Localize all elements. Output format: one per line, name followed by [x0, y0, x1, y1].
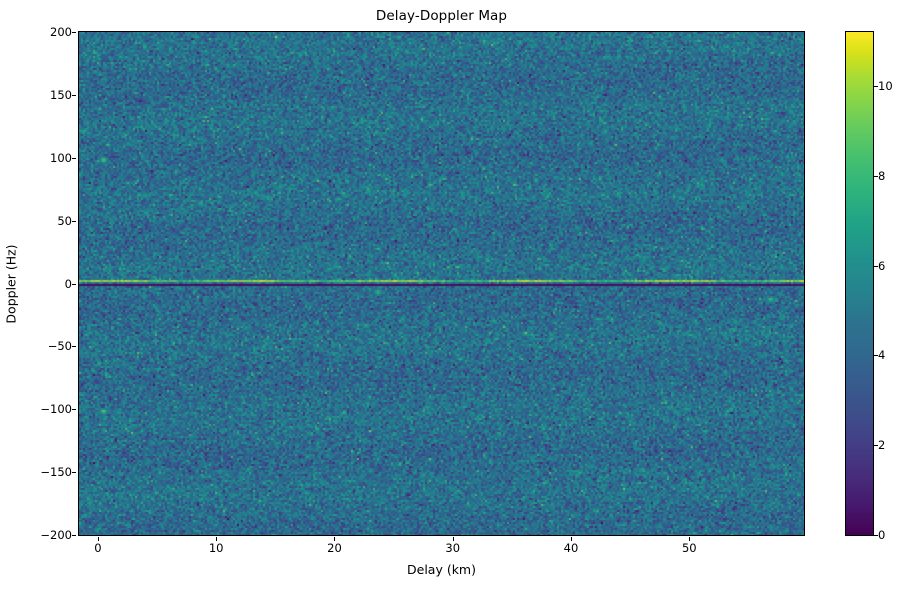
- colorbar-tick-label: 4: [878, 348, 886, 363]
- x-tick-label: 10: [208, 541, 224, 555]
- heatmap-axes: [78, 31, 805, 536]
- y-axis-label: Doppler (Hz): [0, 31, 22, 536]
- y-tick-label: 100: [50, 150, 72, 165]
- x-axis-label: Delay (km): [407, 562, 476, 577]
- x-tick-mark: [334, 537, 336, 541]
- y-tick-label: 150: [50, 87, 72, 102]
- y-tick-mark: [72, 535, 76, 536]
- y-tick-label: −50: [47, 339, 72, 354]
- colorbar-tick-mark: [874, 265, 878, 267]
- y-tick-mark: [72, 220, 76, 222]
- y-tick-mark: [72, 346, 76, 348]
- x-axis-ticks: 0 10 20 30 40 50: [78, 537, 805, 557]
- colorbar-tick-mark: [874, 445, 878, 447]
- y-tick-mark: [72, 32, 76, 33]
- colorbar-tick-label: 2: [878, 438, 886, 453]
- colorbar: [845, 31, 874, 536]
- colorbar-tick-label: 8: [878, 168, 886, 183]
- y-tick-label: 0: [64, 276, 72, 291]
- y-tick-label: 50: [57, 213, 72, 228]
- colorbar-tick-label: 6: [878, 258, 886, 273]
- x-tick-label: 40: [563, 541, 579, 555]
- x-tick-label: 30: [445, 541, 461, 555]
- colorbar-tick-label: 10: [878, 78, 893, 93]
- y-tick-mark: [72, 94, 76, 96]
- colorbar-ticks: 0 2 4 6 8 10: [845, 31, 907, 542]
- y-tick-label: −150: [40, 465, 72, 480]
- y-tick-mark: [72, 409, 76, 411]
- x-tick-mark: [216, 537, 218, 541]
- chart-title: Delay-Doppler Map: [375, 8, 508, 24]
- colorbar-tick-label: 0: [878, 528, 886, 542]
- x-tick-mark: [97, 537, 99, 541]
- x-tick-mark: [452, 537, 454, 541]
- colorbar-tick-mark: [874, 175, 878, 177]
- x-tick-mark: [689, 537, 691, 541]
- y-tick-label: 200: [50, 25, 72, 39]
- y-axis-ticks: −200 −150 −100 −50 0 50 100 150 200: [0, 25, 76, 542]
- y-axis-label-text: Doppler (Hz): [3, 243, 19, 324]
- y-tick-label: −100: [40, 402, 72, 417]
- y-tick-mark: [72, 157, 76, 159]
- y-tick-mark: [72, 283, 76, 285]
- x-tick-label: 0: [94, 541, 102, 555]
- y-tick-label: −200: [40, 528, 72, 542]
- colorbar-tick-mark: [874, 355, 878, 357]
- colorbar-tick-mark: [874, 85, 878, 87]
- colorbar-tick-mark: [874, 535, 878, 536]
- x-tick-label: 50: [681, 541, 697, 555]
- y-tick-mark: [72, 472, 76, 474]
- x-tick-mark: [571, 537, 572, 541]
- x-tick-label: 20: [327, 541, 342, 555]
- delay-doppler-heatmap-image: [79, 32, 804, 535]
